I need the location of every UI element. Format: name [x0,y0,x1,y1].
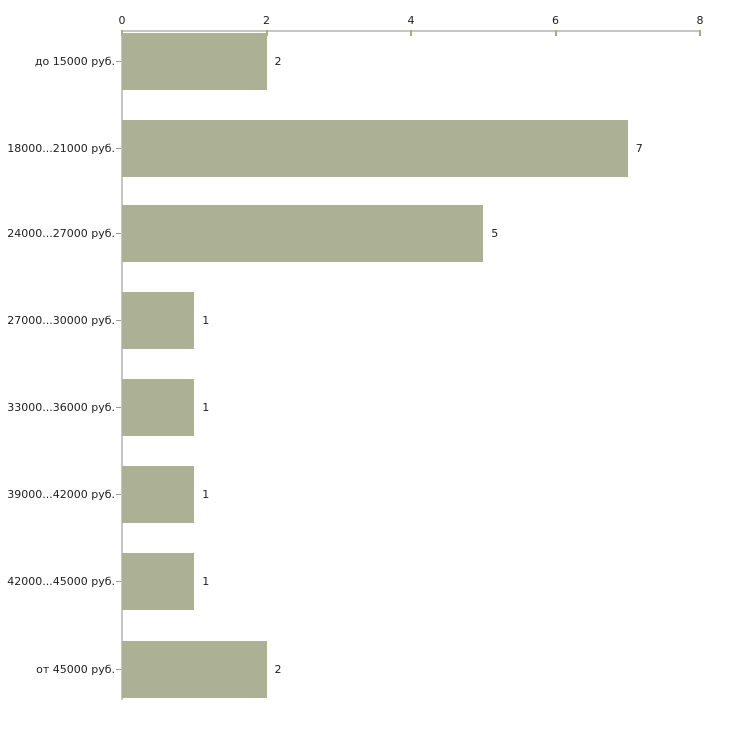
category-tick-mark [116,148,121,149]
bar [122,33,267,90]
category-tick-mark [116,581,121,582]
bar-row: 39000...42000 руб. 1 [0,466,730,523]
category-tick-mark [116,320,121,321]
category-tick-mark [116,494,121,495]
bar [122,641,267,698]
category-label: 33000...36000 руб. [7,401,115,414]
category-label: 42000...45000 руб. [7,575,115,588]
x-tick-mark [699,30,701,36]
value-label: 1 [202,314,210,327]
bar-row: 27000...30000 руб. 1 [0,292,730,349]
x-tick-label: 2 [263,14,270,27]
category-label: 39000...42000 руб. [7,488,115,501]
category-label: от 45000 руб. [36,663,115,676]
bar [122,292,195,349]
y-axis-line [121,30,123,700]
bar-row: от 45000 руб. 2 [0,641,730,698]
category-tick-mark [116,233,121,234]
category-label: 18000...21000 руб. [7,142,115,155]
x-tick-label: 4 [407,14,415,27]
bar [122,466,195,523]
x-tick-mark [554,30,557,36]
bar-row: до 15000 руб. 2 [0,33,730,90]
category-tick-mark [116,61,121,62]
bar [122,553,195,610]
value-label: 2 [274,55,282,68]
value-label: 2 [274,663,282,676]
bar-row: 18000...21000 руб. 7 [0,120,730,177]
value-label: 1 [202,575,210,588]
x-tick-label: 6 [552,14,559,27]
category-tick-mark [116,407,121,408]
category-label: 27000...30000 руб. [7,314,115,327]
bar-row: 42000...45000 руб. 1 [0,553,730,610]
x-tick-mark [265,30,268,36]
value-label: 5 [491,227,499,240]
bar-row: 24000...27000 руб. 5 [0,205,730,262]
category-label: 24000...27000 руб. [7,227,115,240]
bar-row: 33000...36000 руб. 1 [0,379,730,436]
bar [122,205,484,262]
value-label: 1 [202,401,210,414]
x-tick-label: 8 [696,14,704,27]
bar [122,120,628,177]
x-tick-mark [410,30,412,36]
value-label: 7 [635,142,643,155]
category-label: до 15000 руб. [34,55,115,68]
category-tick-mark [116,669,121,670]
bar [122,379,195,436]
x-tick-label: 0 [118,14,126,27]
value-label: 1 [202,488,210,501]
